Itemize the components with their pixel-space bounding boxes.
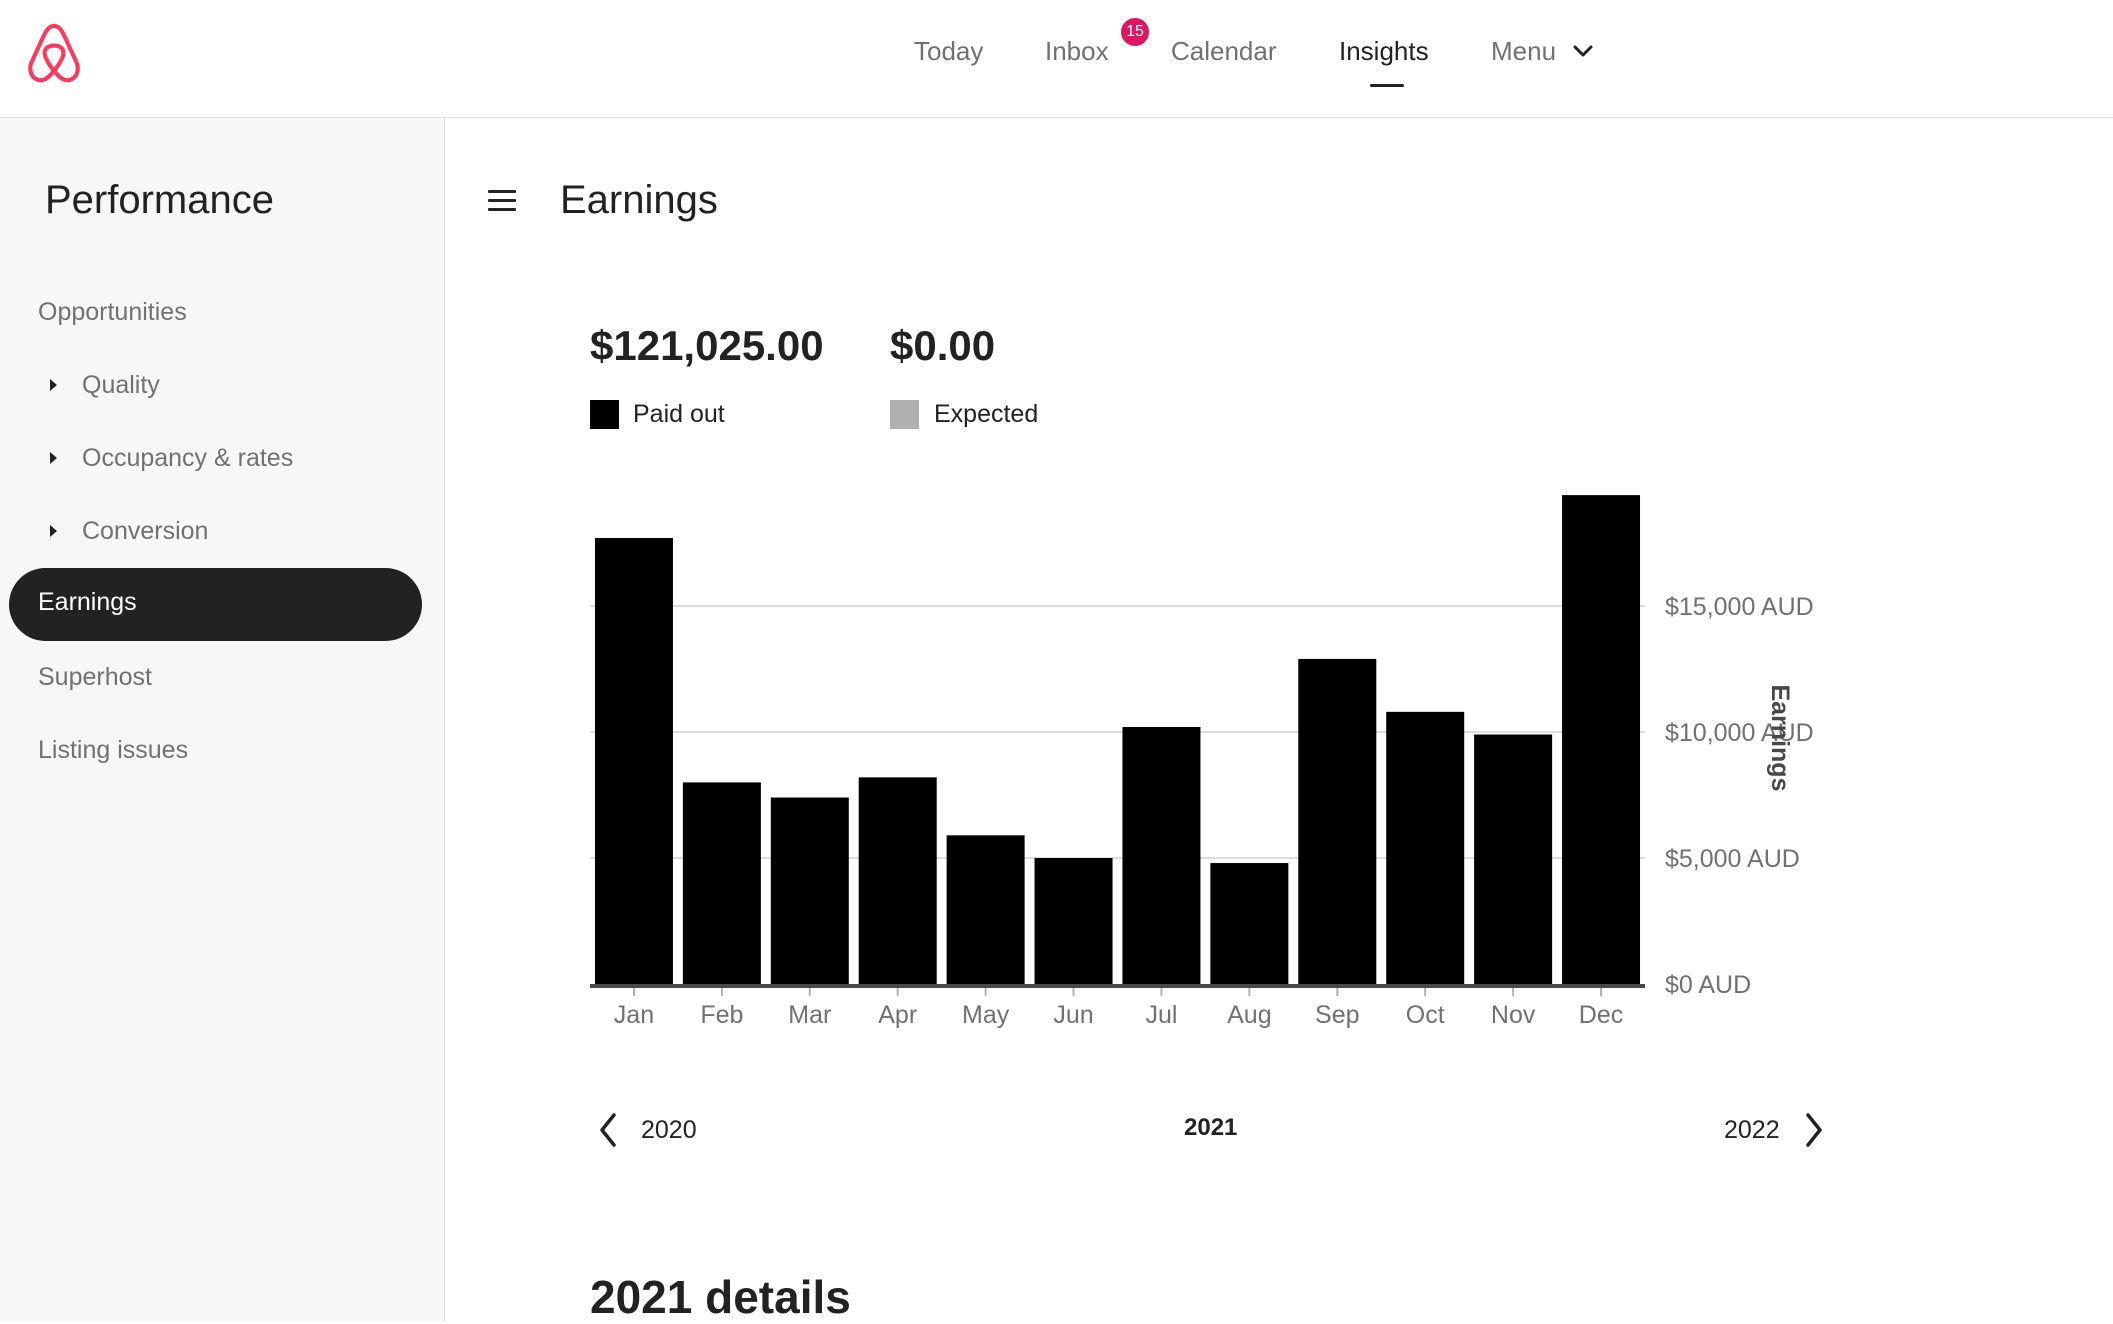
sidebar-item-opportunities[interactable]: Opportunities — [38, 298, 187, 326]
x-tick-label: Jan — [614, 1001, 654, 1029]
bar-sep[interactable] — [1298, 658, 1377, 984]
sidebar-item-quality[interactable]: Quality — [82, 371, 160, 399]
x-tick-label: Nov — [1491, 1001, 1536, 1029]
nav-insights[interactable]: Insights — [1339, 36, 1429, 66]
details-section-title: 2021 details — [590, 1271, 851, 1323]
bar-jan[interactable] — [594, 537, 673, 984]
y-tick-label: $15,000 AUD — [1665, 593, 1814, 621]
bar-jul[interactable] — [1122, 726, 1201, 984]
y-tick-label: $0 AUD — [1665, 971, 1751, 999]
paid-out-label: Paid out — [633, 400, 725, 428]
paid-out-swatch — [590, 400, 619, 429]
x-tick-label: Aug — [1227, 1001, 1271, 1029]
airbnb-logo-icon[interactable] — [24, 22, 84, 86]
sidebar-item-occupancy-rates[interactable]: Occupancy & rates — [82, 444, 294, 472]
bar-feb[interactable] — [682, 782, 761, 984]
sidebar-item-label: Earnings — [38, 588, 137, 616]
caret-right-icon[interactable] — [50, 452, 57, 464]
expected-swatch — [890, 400, 919, 429]
previous-year-link[interactable]: 2020 — [641, 1116, 697, 1144]
bar-dec[interactable] — [1562, 495, 1641, 984]
top-navigation: Today Inbox 15 Calendar Insights Menu — [0, 0, 2113, 118]
sidebar-item-earnings[interactable]: Earnings — [9, 568, 422, 641]
x-tick-label: May — [962, 1001, 1010, 1029]
sidebar-item-conversion[interactable]: Conversion — [82, 517, 209, 545]
bar-aug[interactable] — [1210, 863, 1289, 984]
y-tick-label: $10,000 AUD — [1665, 719, 1814, 747]
bar-mar[interactable] — [770, 797, 849, 984]
bar-apr[interactable] — [858, 777, 937, 984]
paid-out-amount: $121,025.00 — [590, 322, 824, 369]
current-year: 2021 — [1184, 1114, 1238, 1141]
x-tick-label: Apr — [878, 1001, 917, 1029]
x-tick-label: Jul — [1145, 1001, 1177, 1029]
bar-may[interactable] — [946, 835, 1025, 984]
bar-nov[interactable] — [1474, 734, 1553, 984]
y-axis-title: Earnings — [1766, 685, 1794, 792]
y-tick-label: $5,000 AUD — [1665, 845, 1800, 873]
bar-oct[interactable] — [1386, 711, 1465, 984]
expected-label: Expected — [934, 400, 1039, 428]
caret-right-icon[interactable] — [50, 525, 57, 537]
sidebar-title: Performance — [45, 178, 274, 222]
chevron-down-icon[interactable] — [1572, 44, 1594, 58]
chevron-right-icon[interactable] — [1804, 1112, 1824, 1148]
sidebar — [0, 118, 445, 1322]
nav-inbox[interactable]: Inbox — [1045, 36, 1109, 66]
x-tick-label: Jun — [1053, 1001, 1093, 1029]
x-tick-label: Sep — [1315, 1001, 1359, 1029]
nav-active-indicator — [1370, 84, 1404, 87]
inbox-badge: 15 — [1119, 16, 1151, 48]
bar-jun[interactable] — [1034, 858, 1113, 984]
nav-calendar[interactable]: Calendar — [1171, 36, 1277, 66]
page-title: Earnings — [560, 178, 718, 222]
nav-today[interactable]: Today — [914, 36, 984, 66]
x-tick-label: Mar — [788, 1001, 831, 1029]
sidebar-item-superhost[interactable]: Superhost — [38, 663, 152, 691]
expected-amount: $0.00 — [890, 322, 996, 369]
x-tick-label: Dec — [1579, 1001, 1623, 1029]
chevron-left-icon[interactable] — [598, 1112, 618, 1148]
nav-menu[interactable]: Menu — [1491, 36, 1557, 66]
x-tick-label: Oct — [1406, 1001, 1445, 1029]
sidebar-item-listing-issues[interactable]: Listing issues — [38, 736, 189, 764]
caret-right-icon[interactable] — [50, 379, 57, 391]
hamburger-menu-icon[interactable] — [488, 190, 516, 212]
x-tick-label: Feb — [700, 1001, 743, 1029]
next-year-link[interactable]: 2022 — [1724, 1116, 1780, 1144]
